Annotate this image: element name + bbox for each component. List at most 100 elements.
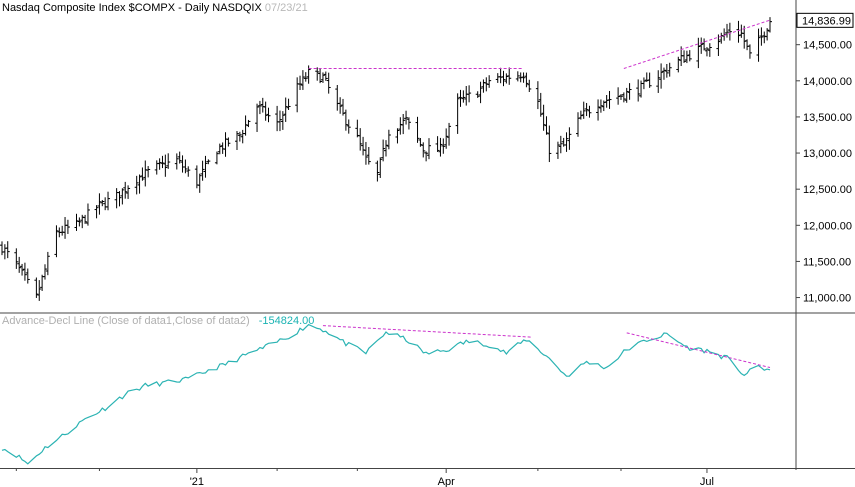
price-bar: [20, 264, 24, 276]
price-bar: [198, 174, 202, 193]
price-bar: [77, 217, 81, 226]
price-bar: [301, 70, 305, 90]
price-bar: [258, 101, 262, 114]
price-bar: [587, 106, 591, 118]
price-bar: [716, 34, 720, 56]
price-bar: [117, 191, 121, 206]
price-bar: [467, 85, 471, 102]
x-tick-label: '21: [190, 476, 204, 487]
price-bar: [318, 69, 322, 83]
price-bar: [295, 77, 299, 112]
price-bar: [736, 21, 740, 43]
price-bar: [106, 192, 110, 211]
price-bar: [599, 99, 603, 112]
price-bar: [496, 73, 500, 83]
price-bar: [596, 99, 600, 120]
price-bar: [501, 71, 505, 86]
price-bar: [441, 138, 445, 153]
price-bar: [97, 193, 101, 214]
price-bar: [556, 142, 560, 159]
price-bar: [23, 263, 27, 281]
price-bar: [668, 63, 672, 77]
price-bar: [347, 119, 351, 133]
price-bar: [398, 117, 402, 134]
price-bar: [676, 57, 680, 73]
price-bar: [645, 72, 649, 82]
price-bar: [355, 120, 359, 138]
price-bar: [447, 123, 451, 146]
price-bar: [436, 136, 440, 152]
price-bar: [656, 70, 660, 93]
price-bar: [54, 225, 58, 257]
price-bar: [636, 79, 640, 101]
price-bar: [181, 155, 185, 172]
price-bar: [201, 161, 205, 181]
price-bar: [708, 43, 712, 57]
price-bar: [745, 39, 749, 50]
price-bar: [14, 248, 18, 269]
price-y-tick-label: 13,500.00: [803, 112, 852, 124]
price-bar: [255, 104, 259, 132]
price-bar: [576, 112, 580, 136]
price-bar: [608, 91, 612, 109]
price-bar: [416, 117, 420, 143]
price-bar: [66, 220, 70, 234]
price-bar: [427, 138, 431, 159]
price-bar: [120, 188, 124, 204]
price-bar: [479, 82, 483, 103]
price-bar: [565, 132, 569, 152]
price-bar: [547, 126, 551, 162]
price-bar: [536, 81, 540, 109]
price-bar: [464, 86, 468, 106]
price-bar: [527, 80, 531, 92]
price-bar: [275, 106, 279, 131]
price-bar: [224, 132, 228, 157]
price-bar: [43, 264, 47, 279]
price-bar: [221, 142, 225, 153]
price-bar: [115, 188, 119, 208]
price-bar: [287, 99, 291, 110]
price-bar: [438, 138, 442, 157]
price-bar: [166, 153, 170, 169]
price-bar: [261, 98, 265, 113]
price-y-tick-label: 12,000.00: [803, 220, 852, 232]
price-bar: [622, 92, 626, 102]
price-bar: [725, 24, 729, 38]
price-bar: [361, 137, 365, 156]
price-bar: [378, 157, 382, 178]
price-bar: [264, 102, 268, 121]
price-y-tick-label: 14,500.00: [803, 40, 852, 52]
price-bar: [155, 160, 159, 174]
price-bar: [648, 73, 652, 88]
price-bar: [765, 28, 769, 40]
price-bar: [487, 75, 491, 88]
price-bar: [17, 257, 21, 273]
price-bar: [504, 73, 508, 83]
price-bar: [507, 67, 511, 84]
price-bar: [160, 156, 164, 168]
price-bar: [37, 280, 41, 301]
ad-trendline: [627, 333, 770, 368]
ad-trendline: [323, 326, 532, 338]
price-bar: [327, 73, 331, 94]
price-y-tick-label: 14,000.00: [803, 76, 852, 88]
price-bar: [544, 116, 548, 134]
price-bar: [642, 77, 646, 89]
price-bar: [582, 102, 586, 119]
last-price-label: 14,836.99: [802, 15, 851, 27]
price-bar: [407, 117, 411, 129]
price-bar: [75, 214, 79, 231]
price-bar: [6, 241, 10, 258]
price-bar: [26, 269, 30, 284]
price-bar: [143, 160, 147, 186]
price-bar: [499, 68, 503, 83]
price-bar: [298, 76, 302, 90]
price-bar: [542, 105, 546, 131]
price-bar: [60, 226, 64, 236]
x-tick-label: Jul: [700, 476, 714, 487]
price-bar: [246, 120, 250, 127]
price-bar: [759, 27, 763, 45]
price-bar: [0, 241, 4, 255]
price-bar: [235, 131, 239, 150]
price-y-tick-label: 11,500.00: [803, 256, 851, 268]
